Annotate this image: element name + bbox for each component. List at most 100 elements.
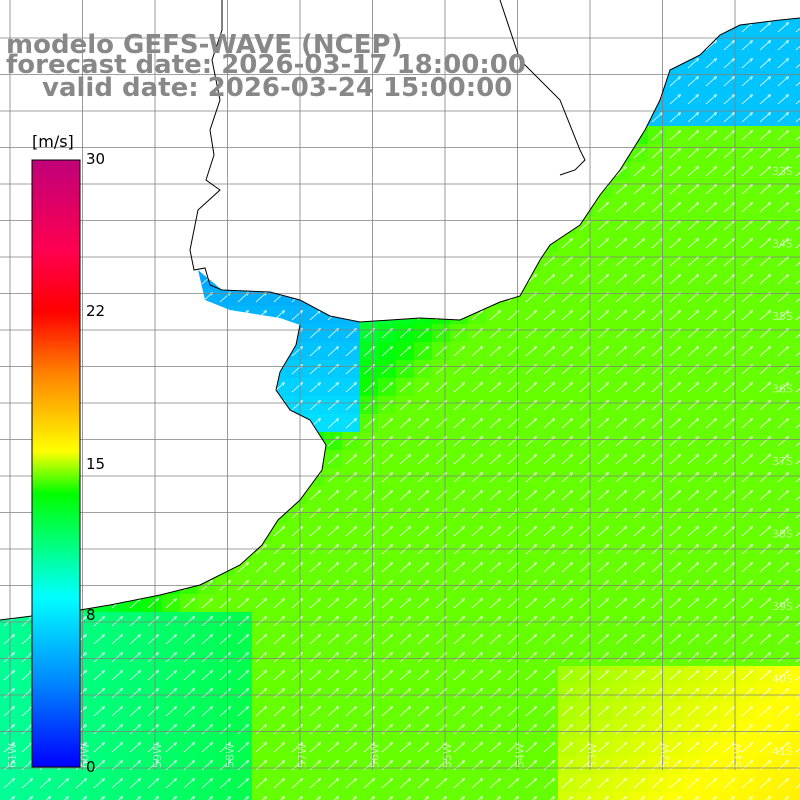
field-cell: [576, 792, 594, 800]
field-cell: [162, 792, 180, 800]
lon-label: 51W: [731, 743, 744, 768]
field-cell: [360, 792, 378, 800]
lon-label: 52W: [659, 743, 672, 768]
field-cell: [738, 792, 756, 800]
lon-label: 56W: [369, 743, 382, 768]
field-cell: [720, 792, 738, 800]
lat-label: 37S: [772, 455, 793, 468]
lon-label: 58W: [224, 743, 237, 768]
field-cell: [180, 792, 198, 800]
lat-label: 38S: [772, 528, 793, 541]
colorbar: [31, 159, 81, 768]
lon-label: 53W: [586, 743, 599, 768]
valid-date: valid date: 2026-03-24 15:00:00: [42, 73, 513, 103]
field-cell: [792, 288, 800, 306]
field-cell: [792, 666, 800, 684]
lon-label: 59W: [151, 743, 164, 768]
field-cell: [792, 198, 800, 216]
field-cell: [342, 792, 360, 800]
colorbar-tick-0: 0: [86, 758, 96, 776]
field-cell: [792, 432, 800, 450]
field-cell: [792, 72, 800, 90]
field-cell: [792, 774, 800, 792]
field-cell: [126, 792, 144, 800]
field-cell: [792, 468, 800, 486]
field-cell: [450, 792, 468, 800]
field-cell: [792, 756, 800, 774]
field-cell: [522, 792, 540, 800]
field-cell: [792, 648, 800, 666]
field-cell: [792, 252, 800, 270]
field-cell: [792, 612, 800, 630]
field-cell: [36, 792, 54, 800]
lon-label: 55W: [441, 743, 454, 768]
field-cell: [792, 306, 800, 324]
field-cell: [198, 792, 216, 800]
field-cell: [792, 378, 800, 396]
field-cell: [756, 792, 774, 800]
field-cell: [792, 720, 800, 738]
field-cell: [684, 792, 702, 800]
field-cell: [594, 792, 612, 800]
field-cell: [792, 576, 800, 594]
field-cell: [792, 144, 800, 162]
field-cell: [702, 792, 720, 800]
field-cell: [432, 792, 450, 800]
field-cell: [792, 108, 800, 126]
field-cell: [792, 486, 800, 504]
field-cell: [414, 792, 432, 800]
colorbar-tick-30: 30: [86, 150, 106, 168]
field-cell: [792, 36, 800, 54]
field-cell: [612, 792, 630, 800]
field-cell: [540, 792, 558, 800]
field-cell: [306, 792, 324, 800]
field-cell: [558, 792, 576, 800]
colorbar-unit: [m/s]: [32, 132, 74, 151]
field-cell: [504, 792, 522, 800]
field-cell: [486, 792, 504, 800]
field-cell: [288, 792, 306, 800]
colorbar-tick-8: 8: [86, 606, 96, 624]
field-cell: [108, 792, 126, 800]
lat-label: 41S: [772, 745, 793, 758]
field-cell: [0, 792, 18, 800]
field-cell: [396, 792, 414, 800]
colorbar-tick-15: 15: [86, 455, 106, 473]
field-cell: [792, 180, 800, 198]
lon-label: 54W: [514, 743, 527, 768]
field-cell: [54, 792, 72, 800]
field-cell: [792, 684, 800, 702]
field-cell: [792, 450, 800, 468]
field-cell: [792, 270, 800, 288]
field-cell: [630, 792, 648, 800]
field-cell: [792, 324, 800, 342]
field-cell: [792, 216, 800, 234]
field-cell: [792, 234, 800, 252]
field-cell: [378, 792, 396, 800]
field-cell: [648, 792, 666, 800]
field-cell: [468, 792, 486, 800]
field-cell: [270, 792, 288, 800]
field-cell: [666, 792, 684, 800]
field-cell: [72, 792, 90, 800]
field-cell: [792, 558, 800, 576]
field-cell: [792, 594, 800, 612]
field-cell: [792, 162, 800, 180]
lat-label: 35S: [772, 310, 793, 323]
field-cell: [234, 792, 252, 800]
field-cell: [792, 504, 800, 522]
lat-label: 39S: [772, 600, 793, 613]
lon-label: 61W: [6, 743, 19, 768]
lon-label: 57W: [296, 743, 309, 768]
field-cell: [792, 126, 800, 144]
field-cell: [216, 792, 234, 800]
field-cell: [792, 414, 800, 432]
field-cell: [144, 792, 162, 800]
field-cell: [90, 792, 108, 800]
field-cell: [252, 792, 270, 800]
field-cell: [792, 54, 800, 72]
field-cell: [792, 522, 800, 540]
lat-label: 34S: [772, 238, 793, 251]
field-cell: [774, 792, 792, 800]
